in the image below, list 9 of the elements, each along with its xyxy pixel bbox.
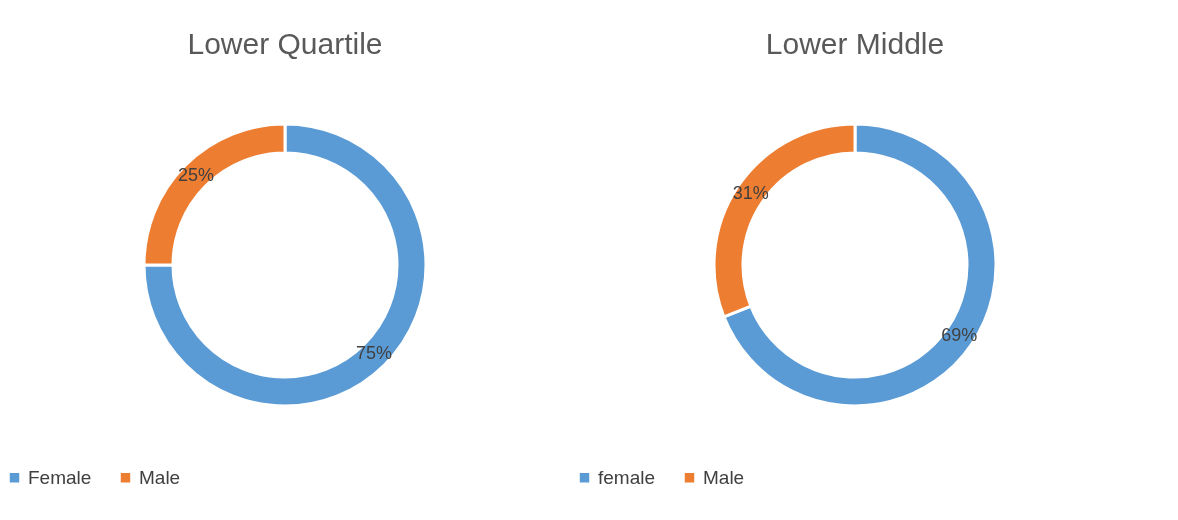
donut-slice	[142, 122, 428, 408]
chart-title: Lower Quartile	[187, 27, 383, 60]
legend-label: Female	[28, 466, 92, 488]
data-label: 75%	[356, 343, 393, 364]
data-label: 25%	[177, 164, 214, 185]
chart-title: Lower Middle	[765, 27, 945, 60]
legend-label: female	[598, 466, 656, 488]
legend-label: Male	[703, 466, 745, 488]
legend-label: Male	[139, 466, 181, 488]
